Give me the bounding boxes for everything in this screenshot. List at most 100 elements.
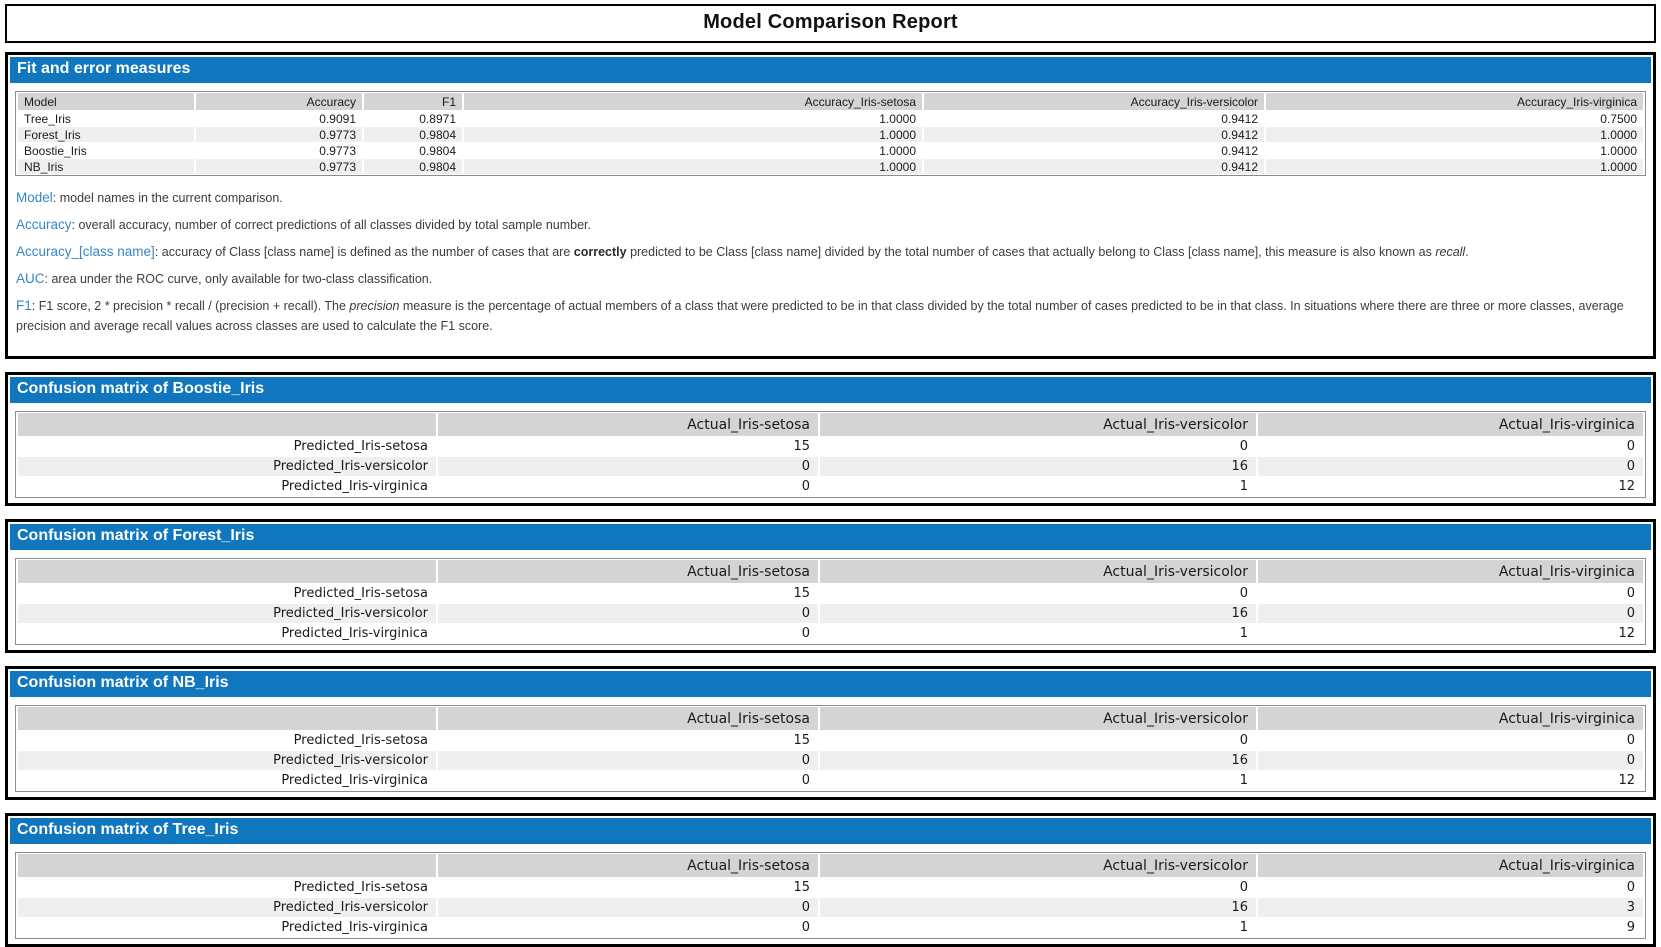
table-row: Predicted_Iris-versicolor 0 16 0: [18, 751, 1643, 770]
row-label: Predicted_Iris-versicolor: [18, 457, 436, 476]
cell: 15: [793, 733, 810, 748]
confusion-table-wrap: Actual_Iris-setosa Actual_Iris-versicolor…: [15, 852, 1646, 939]
cell: 0.9804: [364, 159, 462, 174]
confusion-table-wrap: Actual_Iris-setosa Actual_Iris-versicolor…: [15, 558, 1646, 645]
definition-line: F1: F1 score, 2 * precision * recall / (…: [16, 298, 1624, 333]
cell: 0: [438, 751, 818, 770]
definition-text: overall accuracy, number of correct pred…: [78, 218, 591, 232]
table-header-row: Actual_Iris-setosa Actual_Iris-versicolor…: [18, 707, 1643, 730]
cell: 0.9412: [924, 127, 1264, 142]
cell: 0.9773: [319, 143, 356, 158]
cell: 0: [438, 604, 818, 623]
row-label: Predicted_Iris-setosa: [293, 439, 428, 454]
row-label: Predicted_Iris-setosa: [293, 880, 428, 895]
cell: 0.9412: [1221, 143, 1258, 158]
row-label: Tree_Iris: [24, 111, 71, 126]
cell: 1: [1239, 479, 1248, 494]
cell: 16: [820, 604, 1256, 623]
confusion-table-wrap: Actual_Iris-setosa Actual_Iris-versicolor…: [15, 411, 1646, 498]
table-row: Predicted_Iris-virginica 0 1 12: [18, 477, 1643, 496]
column-header: Actual_Iris-versicolor: [820, 413, 1256, 436]
column-header: Accuracy: [196, 93, 362, 110]
cell: 1: [1239, 626, 1248, 641]
table-header-row: Actual_Iris-setosa Actual_Iris-versicolor…: [18, 560, 1643, 583]
row-label: Predicted_Iris-virginica: [281, 479, 428, 494]
definition-text: model names in the current comparison.: [59, 191, 283, 205]
column-header: [18, 854, 436, 877]
table-row: NB_Iris 0.9773 0.9804 1.0000 0.9412 1.0000: [18, 159, 1643, 174]
row-label: Predicted_Iris-versicolor: [18, 898, 436, 917]
cell: 0.9773: [196, 159, 362, 174]
cell: 0: [1626, 439, 1635, 454]
cell: 0: [801, 773, 810, 788]
column-header: [18, 707, 436, 730]
confusion-matrix-table: Actual_Iris-setosa Actual_Iris-versicolor…: [16, 706, 1645, 791]
cell: 15: [793, 586, 810, 601]
definition-text: precision: [349, 299, 400, 313]
section-header-fit: Fit and error measures: [10, 57, 1651, 83]
definition-term: F1: [16, 298, 32, 313]
cell: 0.9091: [319, 111, 356, 126]
cell: 0: [1258, 604, 1643, 623]
confusion-table-wrap: Actual_Iris-setosa Actual_Iris-versicolor…: [15, 705, 1646, 792]
table-row: Predicted_Iris-setosa 15 0 0: [18, 437, 1643, 456]
section-confusion-forest_iris: Confusion matrix of Forest_Iris Actual_I…: [5, 519, 1656, 653]
cell: 16: [820, 457, 1256, 476]
column-header: Actual_Iris-virginica: [1258, 560, 1643, 583]
column-header: [18, 560, 436, 583]
cell: 12: [1618, 626, 1635, 641]
definition-text: measure is the percentage of actual memb…: [16, 299, 1624, 333]
cell: 3: [1258, 898, 1643, 917]
page-title: Model Comparison Report: [703, 11, 958, 33]
cell: 0: [1626, 733, 1635, 748]
definition-term: Accuracy: [16, 217, 72, 232]
report-page: { "title": "Model Comparison Report", "c…: [5, 4, 1656, 947]
row-label: Predicted_Iris-versicolor: [18, 604, 436, 623]
cell: 0: [1239, 733, 1248, 748]
column-header: Actual_Iris-setosa: [438, 854, 818, 877]
definition-text: .: [1465, 245, 1469, 259]
row-label: Predicted_Iris-virginica: [281, 626, 428, 641]
definition-text: recall: [1435, 245, 1466, 259]
cell: 1.0000: [464, 159, 922, 174]
definition-line: Model: model names in the current compar…: [16, 190, 283, 205]
cell: 9: [1626, 920, 1635, 935]
column-header: F1: [364, 93, 462, 110]
cell: 0: [1626, 586, 1635, 601]
definition-term: Accuracy_[class name]: [16, 244, 155, 259]
row-label: Predicted_Iris-virginica: [281, 773, 428, 788]
confusion-matrix-table: Actual_Iris-setosa Actual_Iris-versicolor…: [16, 853, 1645, 938]
cell: 0: [1239, 586, 1248, 601]
column-header: Actual_Iris-versicolor: [820, 560, 1256, 583]
cell: 0: [1626, 880, 1635, 895]
confusion-section-header: Confusion matrix of Forest_Iris: [10, 524, 1651, 550]
row-label: Boostie_Iris: [24, 143, 87, 158]
definition-line: Accuracy_[class name]: accuracy of Class…: [16, 244, 1469, 259]
row-label: Forest_Iris: [18, 127, 194, 142]
row-label: Predicted_Iris-setosa: [293, 586, 428, 601]
table-row: Predicted_Iris-versicolor 0 16 0: [18, 457, 1643, 476]
fit-measures-table: Model Accuracy F1 Accuracy_Iris-setosa Accur…: [16, 92, 1645, 175]
cell: 1.0000: [879, 143, 916, 158]
definition-term: Model: [16, 190, 53, 205]
table-header-row: Actual_Iris-setosa Actual_Iris-versicolor…: [18, 413, 1643, 436]
cell: 0: [801, 920, 810, 935]
table-row: Predicted_Iris-setosa 15 0 0: [18, 731, 1643, 750]
cell: 0: [1258, 751, 1643, 770]
definition-line: Accuracy: overall accuracy, number of co…: [16, 217, 591, 232]
column-header: Accuracy_Iris-virginica: [1266, 93, 1643, 110]
definition-term: AUC: [16, 271, 45, 286]
column-header: Actual_Iris-setosa: [438, 413, 818, 436]
cell: 16: [820, 751, 1256, 770]
cell: 0: [1239, 880, 1248, 895]
cell: 1: [1239, 773, 1248, 788]
definition-text: correctly: [573, 245, 627, 259]
column-header: Accuracy_Iris-setosa: [464, 93, 922, 110]
cell: 0.9773: [196, 127, 362, 142]
cell: 0.7500: [1600, 111, 1637, 126]
cell: 0.9412: [1221, 111, 1258, 126]
cell: 0: [438, 457, 818, 476]
column-header: Actual_Iris-versicolor: [820, 854, 1256, 877]
cell: 0.9804: [419, 143, 456, 158]
definition-text: accuracy of Class [class name] is define…: [161, 245, 574, 259]
